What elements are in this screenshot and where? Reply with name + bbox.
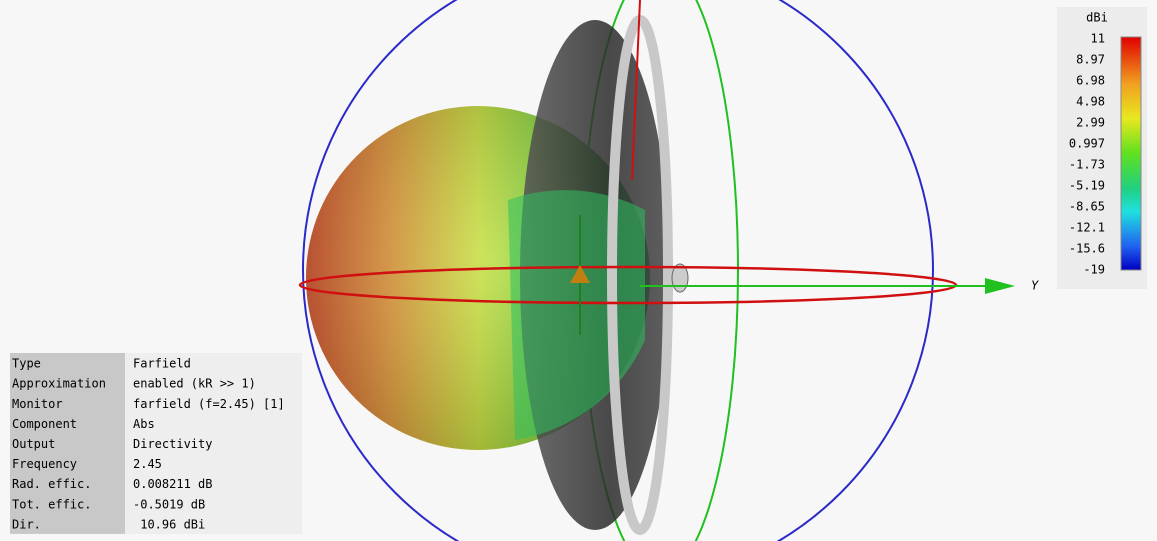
colorbar-labels: 11 8.97 6.98 4.98 2.99 0.997 -1.73 -5.19 -8.65 -1…: [1069, 32, 1105, 277]
table-value: 0.008211 dB: [133, 477, 212, 491]
info-table: Type Farfield Approximation enabled (kR >> …: [10, 353, 302, 534]
colorbar-label: 2.99: [1076, 116, 1105, 130]
table-key: Monitor: [12, 397, 63, 411]
table-key: Approximation: [12, 377, 106, 391]
colorbar-label: -19: [1083, 263, 1105, 277]
colorbar: [1120, 36, 1142, 271]
colorbar-label: 0.997: [1069, 137, 1105, 151]
colorbar-label: -12.1: [1069, 221, 1105, 235]
colorbar-label: -1.73: [1069, 158, 1105, 172]
table-key: Component: [12, 417, 77, 431]
table-value: farfield (f=2.45) [1]: [133, 397, 285, 411]
colorbar-label: 11: [1091, 32, 1105, 46]
z-axis: [631, 0, 641, 181]
table-value: 2.45: [133, 457, 162, 471]
table-value: enabled (kR >> 1): [133, 377, 256, 391]
table-value: -0.5019 dB: [133, 497, 205, 511]
colorbar-label: -8.65: [1069, 200, 1105, 214]
table-key-bg: [10, 353, 125, 534]
table-value: Farfield: [133, 357, 191, 371]
table-value: Directivity: [133, 437, 212, 451]
table-key: Rad. effic.: [12, 477, 91, 491]
blue-axis-circle: [302, 0, 934, 541]
colorbar-label: -5.19: [1069, 179, 1105, 193]
colorbar-label: 6.98: [1076, 74, 1105, 88]
table-key: Frequency: [12, 457, 77, 471]
colorbar-label: 8.97: [1076, 53, 1105, 67]
colorbar-label: 4.98: [1076, 95, 1105, 109]
table-value-bg: [125, 353, 302, 534]
colorbar-label: -15.6: [1069, 242, 1105, 256]
table-key: Type: [12, 357, 41, 371]
origin-marker: [570, 265, 590, 283]
table-key: Tot. effic.: [12, 497, 91, 511]
table-value: 10.96 dBi: [133, 517, 205, 531]
table-key: Dir.: [12, 517, 41, 531]
y-axis-arrow: [985, 278, 1015, 294]
table-value: Abs: [133, 417, 155, 431]
axis-label: Y: [1031, 279, 1039, 293]
colorbar-unit: dBi: [1086, 11, 1108, 25]
table-key: Output: [12, 437, 55, 451]
